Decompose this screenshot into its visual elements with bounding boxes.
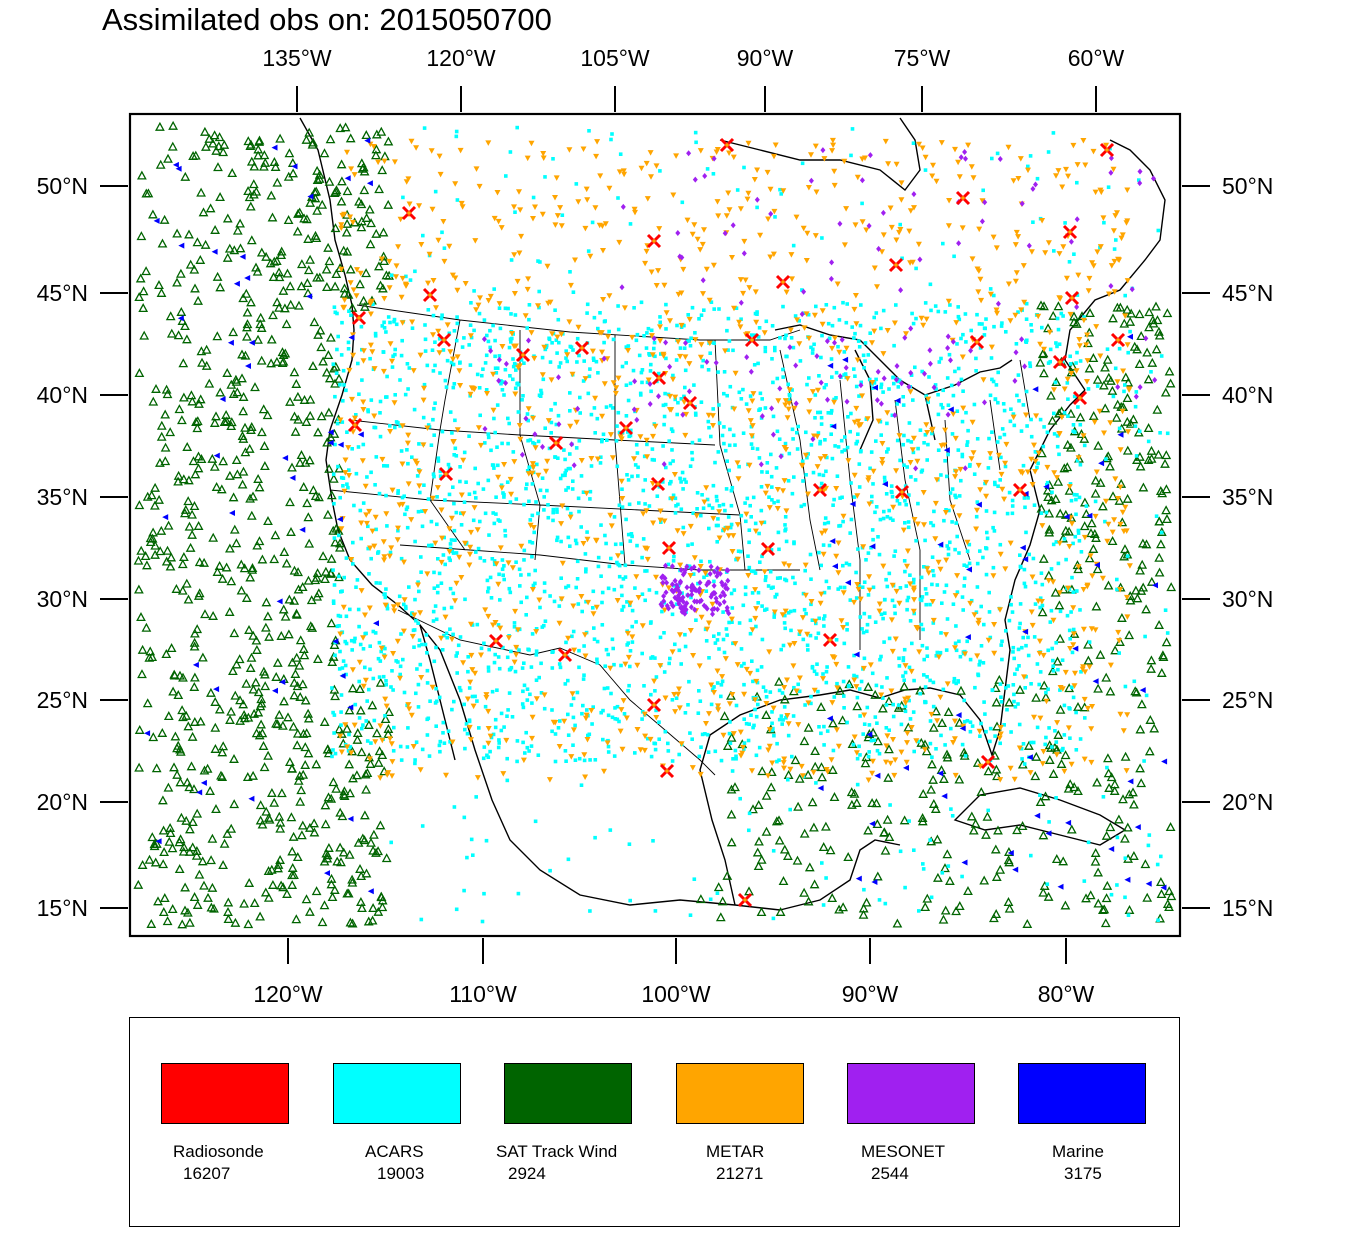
bottom-lon-label: 110°W xyxy=(449,981,517,1007)
lat-label-left: 35°N xyxy=(37,484,88,510)
legend-swatch xyxy=(504,1063,632,1124)
bottom-lon-label: 120°W xyxy=(253,981,323,1007)
legend-swatch xyxy=(847,1063,975,1124)
axis-ticks xyxy=(100,86,1210,964)
map-background xyxy=(130,114,1180,936)
baja-coastline xyxy=(419,624,456,761)
top-lon-label: 90°W xyxy=(737,45,794,71)
legend-swatch xyxy=(333,1063,461,1124)
legend-item: MESONET 2544 xyxy=(847,1063,977,1183)
top-lon-label: 135°W xyxy=(262,45,332,71)
bottom-lon-label: 100°W xyxy=(641,981,711,1007)
lat-label-left: 30°N xyxy=(37,586,88,612)
atlantic-coastline xyxy=(1064,139,1166,391)
legend-count: 3175 xyxy=(1064,1164,1102,1183)
left-latitude-labels: 50°N 45°N 40°N 35°N 30°N 25°N 20°N 15°N xyxy=(37,173,88,921)
right-latitude-labels: 50°N 45°N 40°N 35°N 30°N 25°N 20°N 15°N xyxy=(1222,173,1273,921)
lat-label-right: 50°N xyxy=(1222,173,1273,199)
legend-item: Marine 3175 xyxy=(1018,1063,1148,1183)
bottom-longitude-labels: 120°W 110°W 100°W 90°W 80°W xyxy=(253,981,1094,1007)
legend-label: ACARS xyxy=(365,1142,424,1161)
top-lon-label: 105°W xyxy=(580,45,650,71)
lat-label-left: 25°N xyxy=(37,687,88,713)
bottom-lon-label: 80°W xyxy=(1038,981,1095,1007)
legend-item: Radiosonde 16207 xyxy=(161,1063,291,1183)
hudson-bay-coastline xyxy=(719,117,921,191)
legend-label: MESONET xyxy=(861,1142,946,1161)
legend-swatch xyxy=(1018,1063,1146,1124)
legend-count: 16207 xyxy=(183,1164,231,1183)
top-lon-label: 75°W xyxy=(894,45,951,71)
legend-label: Marine xyxy=(1052,1142,1104,1161)
legend-swatch xyxy=(161,1063,289,1124)
lat-label-left: 50°N xyxy=(37,173,88,199)
lat-label-right: 30°N xyxy=(1222,586,1273,612)
legend-count: 2544 xyxy=(871,1164,909,1183)
lat-label-left: 20°N xyxy=(37,789,88,815)
map-plot: 135°W 120°W 105°W 90°W 75°W 60°W 120°W 110°W 10… xyxy=(37,45,1274,1007)
legend-label: SAT Track Wind xyxy=(496,1142,618,1161)
lat-label-left: 40°N xyxy=(37,382,88,408)
legend-count: 19003 xyxy=(377,1164,425,1183)
legend-count: 21271 xyxy=(716,1164,764,1183)
legend-count: 2924 xyxy=(508,1164,546,1183)
observation-markers xyxy=(133,120,1177,929)
top-lon-label: 120°W xyxy=(426,45,496,71)
lat-label-right: 45°N xyxy=(1222,280,1273,306)
legend-label: METAR xyxy=(706,1142,765,1161)
top-longitude-labels: 135°W 120°W 105°W 90°W 75°W 60°W xyxy=(262,45,1124,71)
map-title: Assimilated obs on: 2015050700 xyxy=(102,2,552,37)
legend-item: METAR 21271 xyxy=(676,1063,806,1183)
legend-box: Radiosonde 16207 ACARS 19003 SAT Track Wind 2… xyxy=(129,1017,1180,1227)
map-frame xyxy=(128,112,1182,938)
lat-label-left: 45°N xyxy=(37,280,88,306)
lat-label-left: 15°N xyxy=(37,895,88,921)
lat-label-right: 15°N xyxy=(1222,895,1273,921)
legend-item: SAT Track Wind 2924 xyxy=(496,1063,634,1183)
lat-label-right: 35°N xyxy=(1222,484,1273,510)
bottom-lon-label: 90°W xyxy=(842,981,899,1007)
top-lon-label: 60°W xyxy=(1068,45,1125,71)
gulf-coastline xyxy=(699,389,1086,906)
legend-label: Radiosonde xyxy=(173,1142,264,1161)
lat-label-right: 25°N xyxy=(1222,687,1273,713)
legend-item: ACARS 19003 xyxy=(333,1063,463,1183)
map-area xyxy=(133,117,1177,929)
lat-label-right: 20°N xyxy=(1222,789,1273,815)
central-america-coastline xyxy=(779,839,901,911)
lat-label-right: 40°N xyxy=(1222,382,1273,408)
legend-swatch xyxy=(676,1063,804,1124)
